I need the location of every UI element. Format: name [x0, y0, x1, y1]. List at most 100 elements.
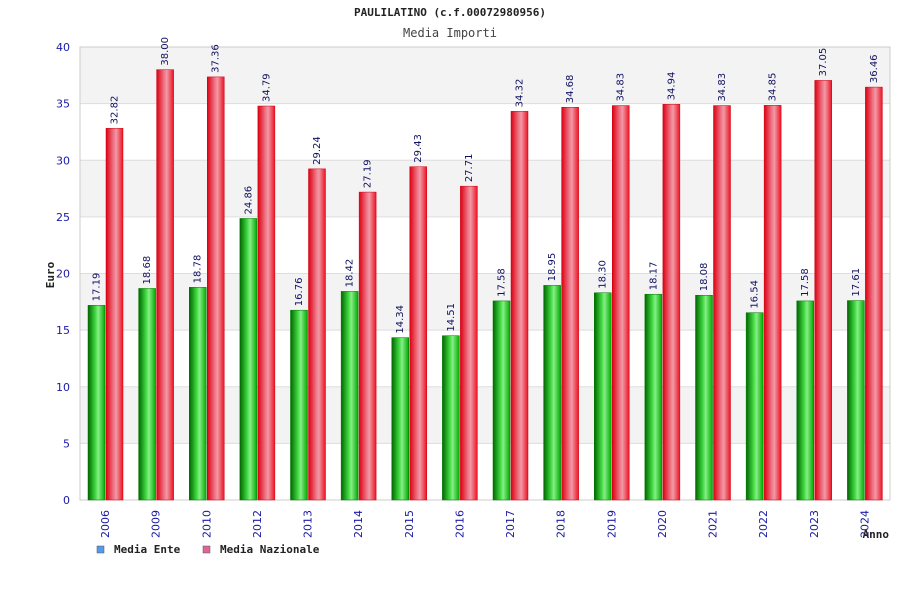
bar-media-nazionale [561, 106, 579, 501]
bar-media-nazionale [713, 105, 731, 501]
chart-title: PAULILATINO (c.f.00072980956) [354, 6, 546, 19]
x-tick-label: 2009 [150, 510, 163, 538]
bar-media-ente [340, 291, 359, 501]
x-tick-label: 2024 [858, 510, 871, 538]
legend-swatch-media-nazionale [202, 545, 211, 554]
y-tick-label: 20 [56, 268, 70, 281]
bar-media-ente [442, 335, 460, 501]
bar-media-ente [492, 300, 511, 501]
bar-value-label: 24.86 [243, 186, 254, 215]
x-tick-label: 2021 [707, 510, 720, 538]
x-tick-label: 2019 [605, 510, 618, 538]
bar-media-ente [644, 293, 663, 501]
bar-media-nazionale [207, 76, 225, 501]
bar-value-label: 18.17 [648, 262, 659, 291]
x-tick-label: 2022 [757, 510, 770, 538]
bar-value-label: 37.05 [818, 48, 829, 77]
bar-value-label: 27.19 [363, 159, 374, 188]
bar-value-label: 14.34 [395, 305, 406, 334]
bar-value-label: 34.85 [768, 73, 779, 102]
bar-value-label: 14.51 [446, 303, 457, 332]
bar-value-label: 17.19 [92, 273, 103, 302]
x-tick-label: 2018 [555, 510, 568, 538]
bar-value-label: 18.42 [345, 259, 356, 288]
bar-value-label: 16.76 [294, 278, 305, 307]
bar-value-label: 18.95 [547, 253, 558, 282]
bar-value-label: 18.30 [598, 260, 609, 289]
bar-value-label: 34.79 [261, 73, 272, 102]
y-tick-label: 35 [56, 98, 70, 111]
y-tick-label: 25 [56, 211, 70, 224]
bar-media-ente [745, 312, 764, 501]
bars: 17.19 32.82 18.68 38.00 18.78 37.36 24.86 34.79… [87, 37, 883, 501]
bar-value-label: 27.71 [464, 154, 475, 183]
bar-media-nazionale [257, 105, 276, 501]
bar-media-ente [189, 287, 207, 501]
bar-media-ente [290, 309, 308, 501]
bar-value-label: 18.08 [699, 263, 710, 292]
bar-value-label: 37.36 [211, 44, 222, 73]
bar-value-label: 17.61 [851, 268, 862, 297]
legend-swatch-media-ente [96, 545, 105, 554]
bar-media-ente [543, 285, 561, 501]
y-tick-label: 5 [63, 437, 70, 450]
x-tick-label: 2016 [453, 510, 466, 538]
bar-value-label: 34.94 [666, 72, 677, 101]
bar-media-nazionale [763, 105, 782, 501]
plot-frame [79, 46, 891, 501]
x-axis-label: Anno [863, 528, 890, 541]
legend-label-media-nazionale: Media Nazionale [220, 543, 320, 556]
bar-media-nazionale [662, 104, 681, 501]
x-tick-label: 2020 [656, 510, 669, 538]
bar-value-label: 36.46 [869, 54, 880, 83]
y-tick-label: 0 [63, 494, 70, 507]
x-tick-label: 2014 [352, 510, 365, 538]
y-tick-label: 10 [56, 381, 70, 394]
legend-label-media-ente: Media Ente [114, 543, 181, 556]
bar-value-label: 32.82 [110, 96, 121, 125]
bar-media-nazionale [105, 128, 124, 501]
bar-media-ente [391, 337, 409, 501]
bar-value-label: 34.83 [616, 73, 627, 102]
y-axis-ticks: 0 5 10 15 20 25 30 35 40 [56, 41, 70, 507]
bar-value-label: 34.83 [717, 73, 728, 102]
y-tick-label: 40 [56, 41, 70, 54]
bar-media-nazionale [814, 80, 832, 501]
bar-media-nazionale [460, 185, 478, 501]
bar-value-label: 34.32 [515, 79, 526, 108]
bar-value-label: 17.58 [497, 268, 508, 297]
x-tick-label: 2023 [808, 510, 821, 538]
chart-subtitle: Media Importi [403, 26, 497, 40]
x-tick-label: 2012 [251, 510, 264, 538]
bar-media-ente [239, 218, 258, 501]
bar-value-label: 18.68 [142, 256, 153, 285]
bar-value-label: 17.58 [800, 268, 811, 297]
y-tick-label: 15 [56, 324, 70, 337]
bar-value-label: 38.00 [160, 37, 171, 66]
bar-media-ente [594, 292, 612, 501]
bar-media-ente [87, 305, 106, 501]
bar-media-nazionale [612, 105, 630, 501]
bar-value-label: 18.78 [193, 255, 204, 284]
bar-media-nazionale [308, 168, 326, 501]
x-tick-label: 2010 [200, 510, 213, 538]
x-tick-label: 2006 [99, 510, 112, 538]
x-tick-label: 2015 [403, 510, 416, 538]
bar-value-label: 16.54 [750, 280, 761, 309]
bar-media-nazionale [510, 111, 529, 501]
x-tick-label: 2013 [302, 510, 315, 538]
x-tick-label: 2017 [504, 510, 517, 538]
bar-media-ente [847, 300, 865, 501]
x-axis-ticks: 2006 2009 2010 2012 2013 2014 2015 2016 2017 2018… [99, 510, 871, 538]
bar-media-nazionale [409, 166, 427, 501]
bar-media-ente [138, 288, 156, 501]
y-axis-label: Euro [44, 261, 57, 288]
y-tick-label: 30 [56, 154, 70, 167]
bar-value-label: 29.24 [312, 136, 323, 165]
bar-media-ente [796, 300, 814, 501]
bar-media-nazionale [865, 86, 883, 501]
bar-media-nazionale [358, 191, 377, 501]
bar-media-ente [695, 294, 713, 501]
bar-value-label: 34.68 [565, 75, 576, 104]
